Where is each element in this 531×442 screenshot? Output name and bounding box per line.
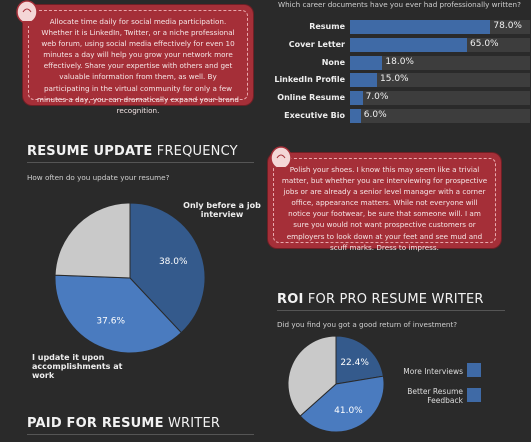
- bar-track: 7.0%: [350, 91, 530, 106]
- tip-box-polish-shoes: Polish your shoes. I know this may seem …: [268, 153, 501, 252]
- pie-slice: [54, 274, 183, 354]
- bar-value-label: 65.0%: [470, 38, 499, 49]
- bar-label: Online Resume: [277, 93, 345, 103]
- pie-slice: [287, 335, 337, 417]
- bar-track: 6.0%: [350, 109, 530, 123]
- bar-value-label: 15.0%: [380, 74, 409, 85]
- pie-value-label: 37.6%: [96, 316, 125, 326]
- roi-title-rest: FOR PRO RESUME WRITER: [303, 292, 484, 307]
- roi-section-title: ROI FOR PRO RESUME WRITER: [277, 292, 484, 307]
- bar: [350, 37, 467, 52]
- bar-value-label: 6.0%: [363, 110, 387, 120]
- paid-divider: [27, 434, 254, 435]
- bar-label: Executive Bio: [284, 111, 345, 120]
- lightbulb-icon: [16, 0, 38, 26]
- legend-swatch-better-feedback: [467, 388, 481, 402]
- documents-question: Which career documents have you ever had…: [278, 0, 521, 9]
- roi-divider: [277, 310, 505, 311]
- bar-label: Resume: [309, 22, 345, 31]
- pie-value-label: 41.0%: [334, 406, 363, 416]
- tip-text: Allocate time daily for social media par…: [28, 10, 248, 115]
- pie-slice: [299, 375, 385, 433]
- legend-swatch-more-interviews: [467, 363, 481, 377]
- bar-value-label: 78.0%: [493, 21, 522, 31]
- pie1-label-interview: Only before a job interview: [183, 201, 261, 219]
- pie-slice: [129, 202, 206, 334]
- tip-text: Polish your shoes. I know this may seem …: [273, 158, 496, 252]
- frequency-divider: [27, 162, 254, 163]
- lightbulb-icon: [270, 146, 292, 172]
- bar-track: 78.0%: [350, 20, 530, 34]
- paid-title-bold: PAID FOR RESUME: [27, 416, 164, 431]
- paid-section-title: PAID FOR RESUME WRITER: [27, 416, 220, 431]
- frequency-section-title: RESUME UPDATE FREQUENCY: [27, 144, 238, 159]
- legend-label-better-feedback: Better Resume Feedback: [407, 387, 463, 405]
- bar-track: 65.0%: [350, 37, 530, 52]
- roi-title-bold: ROI: [277, 292, 304, 307]
- bar-label: None: [321, 57, 345, 67]
- bar: [350, 73, 377, 88]
- pie1-label-accomplishments: I update it upon accomplishments at work: [32, 353, 123, 380]
- tip-box-social-media: Allocate time daily for social media par…: [23, 5, 253, 115]
- legend-label-more-interviews: More Interviews: [403, 367, 463, 376]
- pie-value-label: 38.0%: [159, 257, 188, 267]
- paid-title-rest: WRITER: [163, 416, 221, 431]
- bar-value-label: 18.0%: [385, 56, 414, 67]
- bar-track: 18.0%: [350, 55, 530, 70]
- bar-value-label: 7.0%: [365, 92, 389, 103]
- bar-track: 15.0%: [350, 73, 530, 88]
- pie-slice: [54, 202, 131, 279]
- frequency-pie-chart: 38.0% 37.6%: [54, 202, 206, 354]
- bar: [350, 91, 363, 106]
- bar-label: Cover Letter: [288, 39, 345, 49]
- frequency-question: How often do you update your resume?: [27, 173, 170, 182]
- bar: [350, 109, 361, 123]
- pie-slice: [335, 335, 384, 385]
- pie-value-label: 22.4%: [340, 358, 369, 368]
- roi-question: Did you find you got a good return of in…: [277, 320, 458, 329]
- roi-pie-chart: 22.4% 41.0%: [287, 335, 385, 433]
- documents-bar-chart: Resume 78.0% Cover Letter 65.0% None 18.0% Lin…: [240, 20, 530, 130]
- bar: [350, 20, 491, 34]
- frequency-title-rest: FREQUENCY: [152, 144, 238, 159]
- bar-label: LinkedIn Profile: [274, 75, 345, 85]
- bar: [350, 55, 383, 70]
- frequency-title-bold: RESUME UPDATE: [27, 144, 153, 159]
